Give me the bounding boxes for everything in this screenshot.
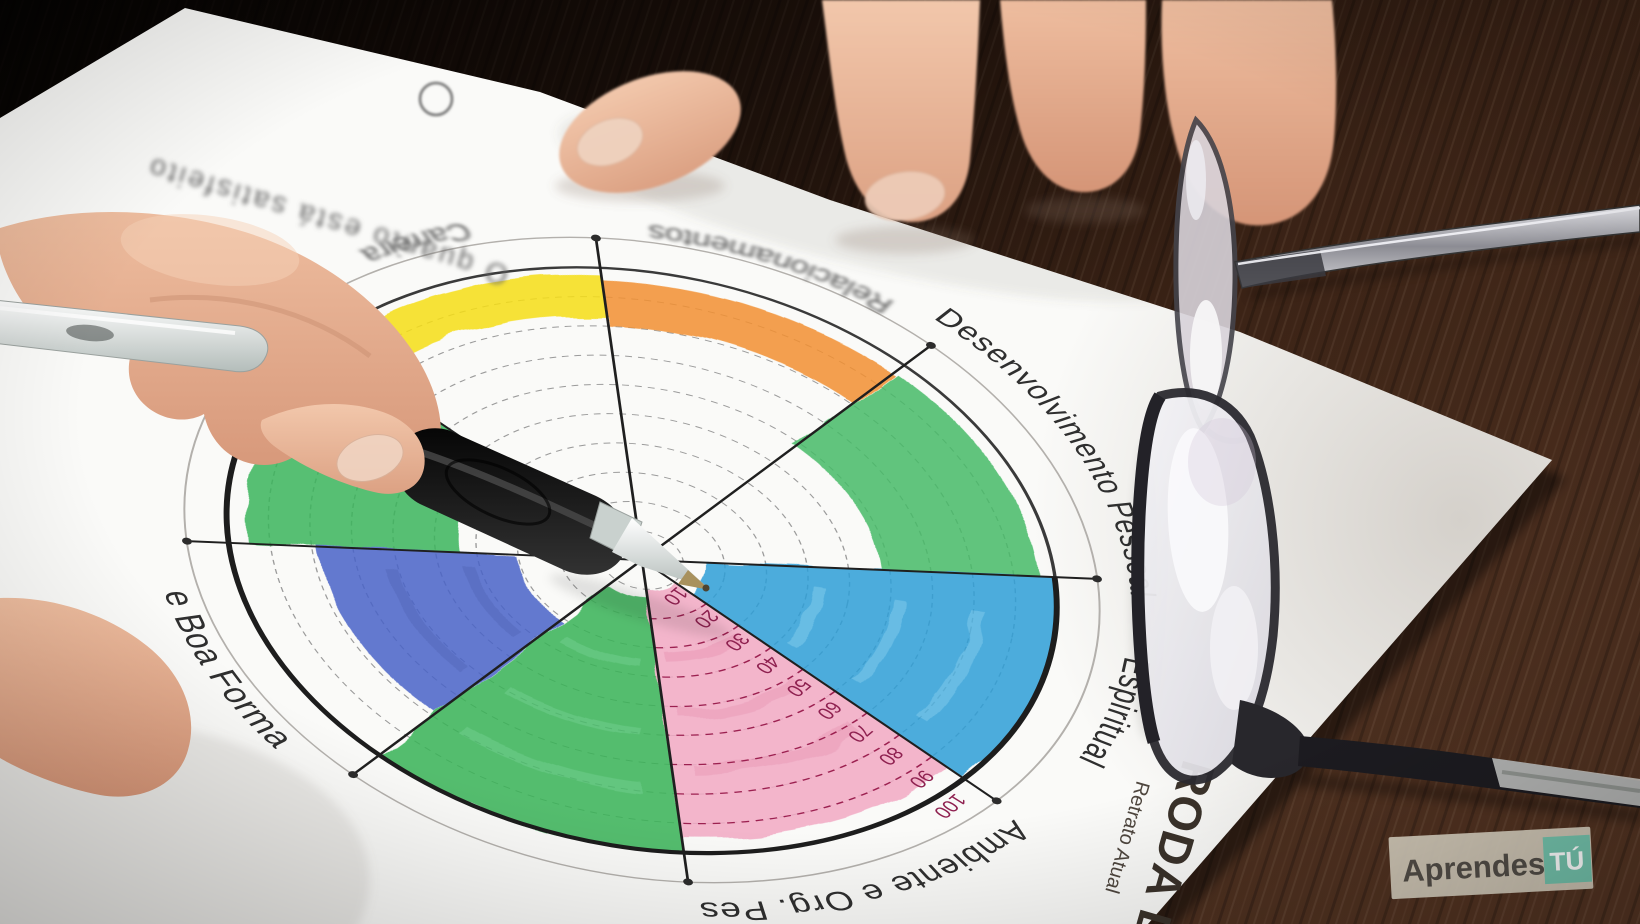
vignette-overlay (0, 0, 1640, 924)
scene-canvas: 10 20 30 40 50 60 70 80 90 100 Relaciona… (0, 0, 1640, 924)
photo-scene: 10 20 30 40 50 60 70 80 90 100 Relaciona… (0, 0, 1640, 924)
